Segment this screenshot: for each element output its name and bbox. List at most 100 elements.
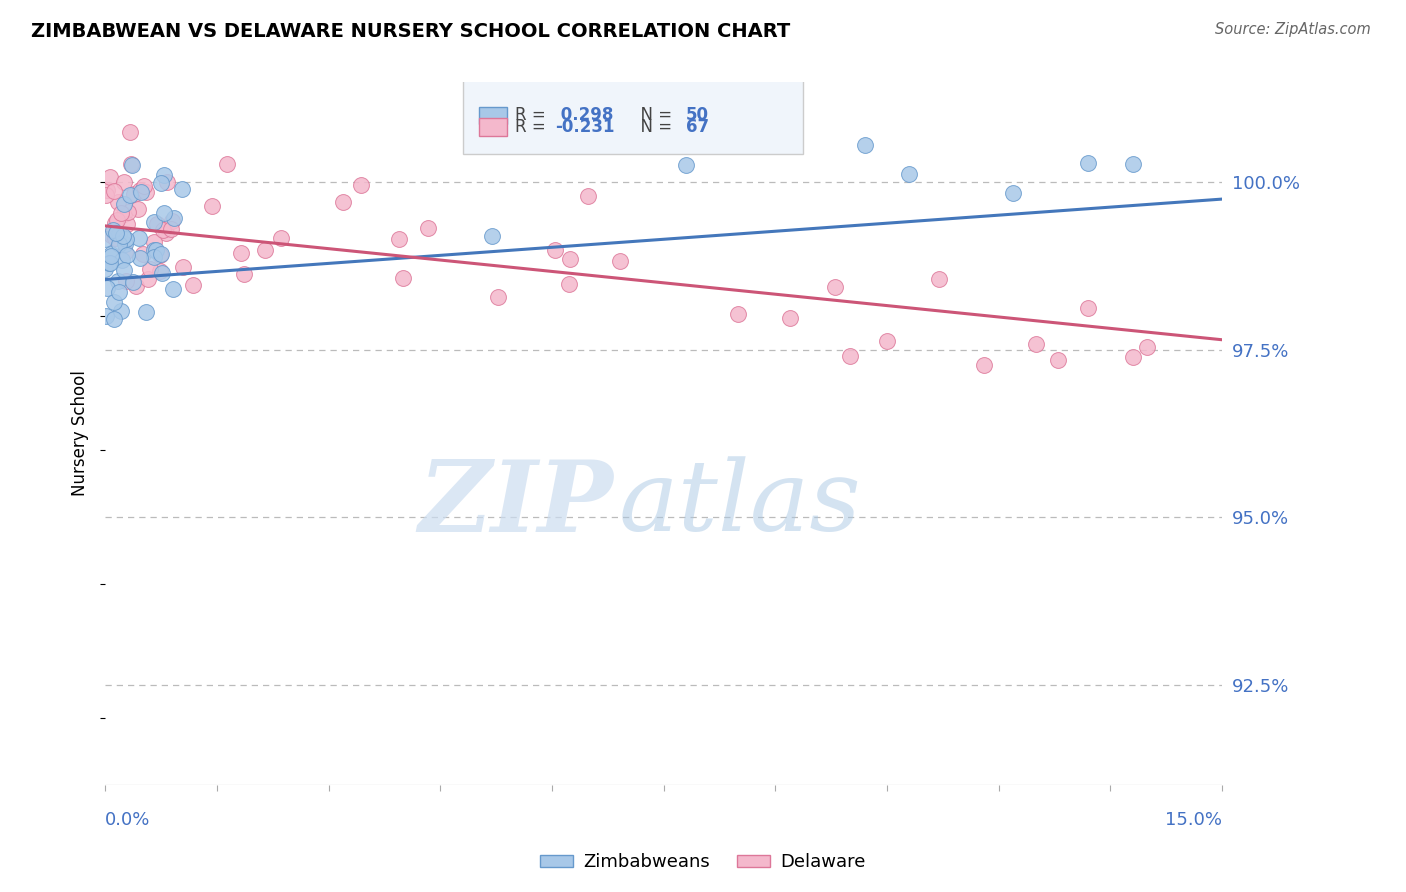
Point (117, 205, 139, 219)
Point (1136, 341, 1159, 355)
Point (163, 211, 186, 225)
Point (107, 195, 129, 210)
Point (973, 359, 995, 373)
Text: 50: 50 (686, 106, 709, 124)
Point (129, 185, 152, 199)
Point (155, 227, 177, 241)
Point (118, 124, 141, 138)
Point (558, 277, 581, 292)
Point (122, 275, 145, 289)
Point (838, 349, 860, 363)
Point (1077, 301, 1099, 315)
Point (110, 206, 132, 220)
Point (100, 247, 122, 261)
Point (142, 250, 165, 264)
Text: -0.231: -0.231 (555, 118, 614, 136)
FancyBboxPatch shape (463, 73, 803, 153)
Point (115, 232, 138, 246)
Point (481, 229, 503, 244)
Point (96, 309, 118, 323)
Point (1077, 155, 1099, 169)
Text: N =: N = (630, 118, 678, 136)
Point (100, 169, 122, 184)
Point (112, 175, 135, 189)
Point (105, 227, 128, 241)
Point (824, 279, 846, 293)
Point (120, 187, 142, 202)
Point (150, 267, 173, 281)
Point (121, 158, 143, 172)
Text: atlas: atlas (619, 456, 862, 551)
Text: 15.0%: 15.0% (1166, 811, 1222, 829)
Point (350, 178, 373, 192)
Point (103, 184, 125, 198)
Point (418, 221, 440, 235)
Point (100, 227, 122, 242)
Point (609, 253, 631, 268)
Point (217, 157, 239, 171)
Point (129, 183, 152, 197)
Point (853, 138, 876, 153)
Point (124, 187, 146, 202)
Point (145, 243, 167, 257)
Point (143, 215, 166, 229)
Point (128, 231, 150, 245)
Point (560, 252, 582, 266)
Point (270, 231, 292, 245)
Point (107, 285, 129, 299)
Y-axis label: Nursery School: Nursery School (72, 370, 89, 497)
Point (112, 207, 135, 221)
Point (146, 218, 169, 232)
Point (486, 290, 509, 304)
Point (114, 237, 136, 252)
Point (115, 217, 138, 231)
Point (162, 282, 184, 296)
Point (108, 227, 131, 242)
Text: 0.298: 0.298 (555, 106, 613, 124)
Point (120, 157, 142, 171)
Point (675, 158, 697, 172)
Point (149, 264, 172, 278)
FancyBboxPatch shape (479, 119, 508, 136)
Point (153, 168, 176, 182)
Point (117, 248, 139, 262)
Point (727, 307, 749, 321)
Text: N =: N = (630, 106, 678, 124)
Point (96, 281, 118, 295)
Point (156, 175, 179, 189)
Point (201, 199, 224, 213)
Point (138, 262, 160, 277)
Text: ZIP: ZIP (419, 456, 613, 552)
Point (388, 231, 411, 245)
Point (112, 263, 135, 277)
Point (153, 205, 176, 219)
Point (1002, 186, 1025, 200)
Point (96, 183, 118, 197)
Text: R =: R = (515, 118, 551, 136)
Text: ZIMBABWEAN VS DELAWARE NURSERY SCHOOL CORRELATION CHART: ZIMBABWEAN VS DELAWARE NURSERY SCHOOL CO… (31, 22, 790, 41)
Point (100, 249, 122, 263)
Point (129, 251, 152, 265)
Point (127, 202, 149, 216)
Point (1047, 352, 1070, 367)
Point (100, 256, 122, 270)
Point (149, 248, 172, 262)
Point (1122, 350, 1144, 364)
Point (162, 213, 184, 227)
Point (1025, 337, 1047, 351)
Point (112, 229, 135, 244)
Point (134, 179, 156, 194)
Point (928, 272, 950, 286)
Point (96, 188, 118, 202)
Point (103, 294, 125, 309)
Point (779, 310, 801, 325)
Point (135, 305, 157, 319)
Point (1122, 157, 1144, 171)
Point (131, 247, 153, 261)
Point (170, 182, 193, 196)
Point (233, 267, 256, 281)
Point (110, 304, 132, 318)
Point (143, 235, 166, 249)
Point (152, 222, 174, 236)
Text: 0.0%: 0.0% (105, 811, 150, 829)
